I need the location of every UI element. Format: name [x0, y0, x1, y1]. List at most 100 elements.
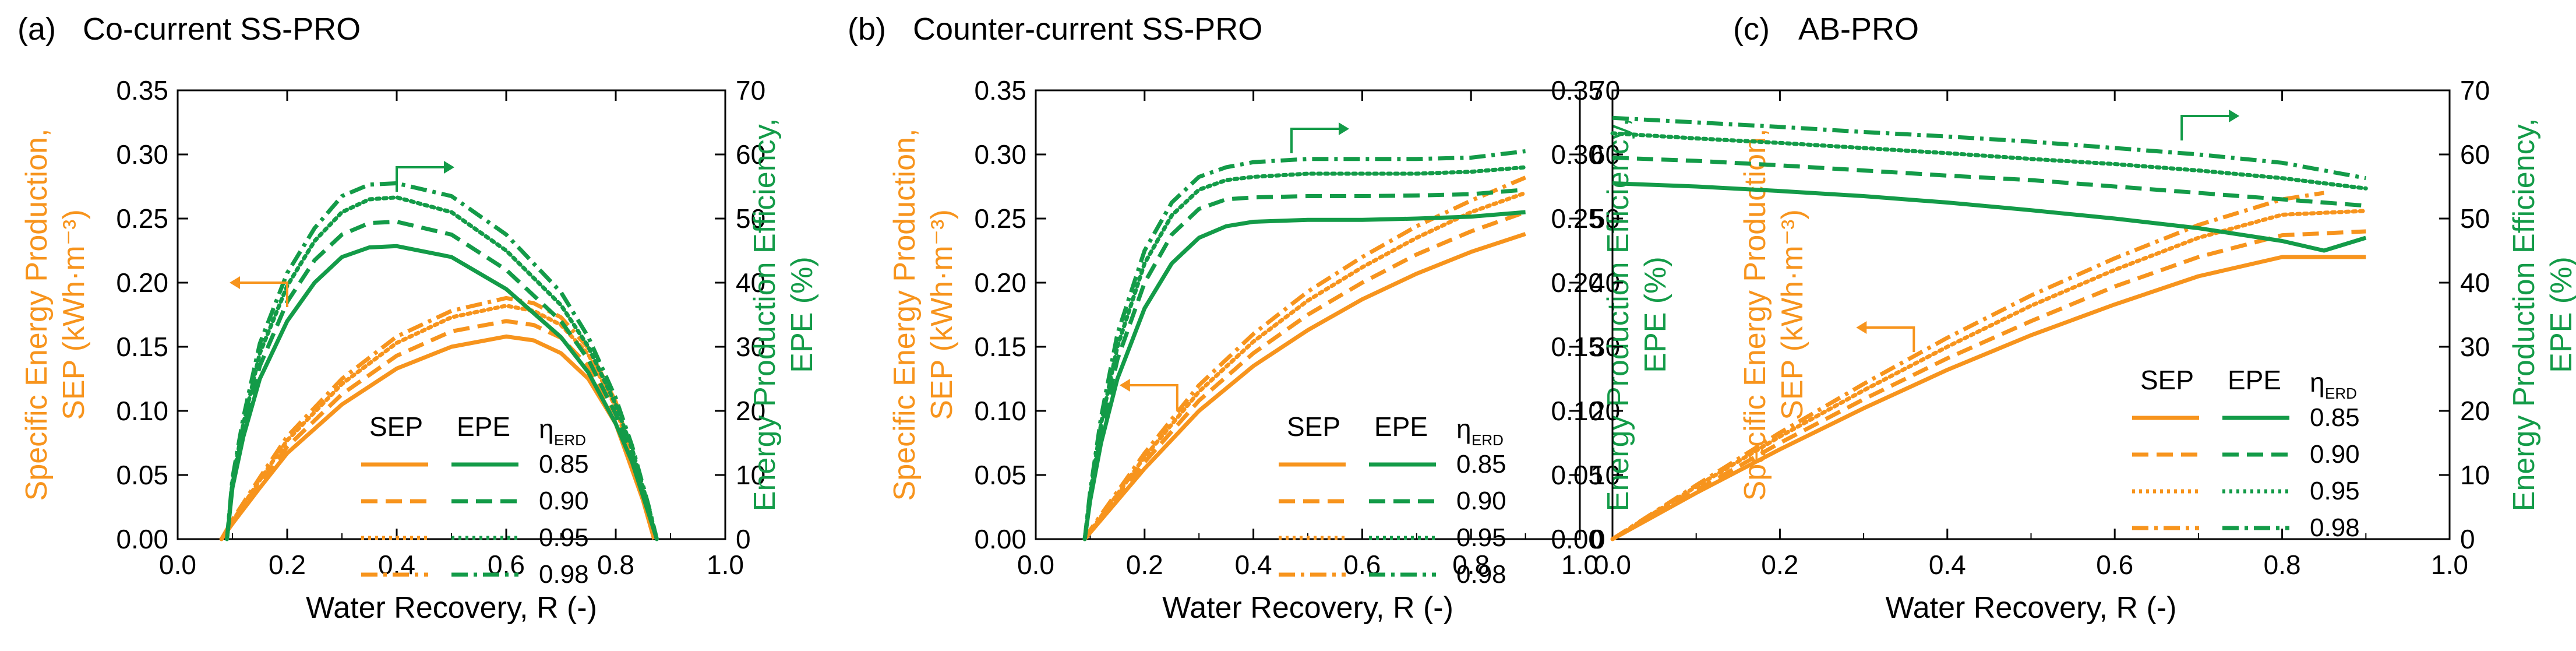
legend-sep-header: SEP: [2140, 365, 2194, 395]
x-tick-label: 0.8: [1452, 550, 1490, 580]
series-line-sep-3: [1083, 175, 1526, 540]
y-left-tick-label: 0.10: [1551, 396, 1603, 426]
legend-eta-value: 0.98: [2310, 513, 2360, 542]
series-line-sep-0: [1611, 255, 2366, 541]
series-line-epe-5: [225, 220, 659, 540]
legend-eta-value: 0.85: [2310, 403, 2360, 432]
x-tick-label: 1.0: [1561, 550, 1598, 580]
series-line-epe-4: [1082, 210, 1526, 540]
y-right-label-line1: Energy Production Efficiency,: [748, 118, 782, 511]
x-tick-label: 0.4: [1929, 550, 1966, 580]
series-line-sep-3: [220, 295, 657, 540]
series-line-epe-5: [1612, 156, 2366, 208]
y-right-tick-label: 40: [2460, 268, 2490, 298]
y-right-tick-label: 0: [2460, 524, 2475, 554]
series-line-sep-3: [1611, 191, 2324, 541]
legend-eta-value: 0.98: [539, 560, 589, 589]
y-right-tick-label: 50: [736, 203, 765, 234]
y-left-label-line1: Specific Energy Production,: [20, 129, 54, 501]
arrow-head-right: [444, 161, 454, 174]
series-line-sep-2: [1610, 209, 2368, 541]
x-tick-label: 0.6: [2096, 550, 2133, 580]
y-left-tick-label: 0.30: [116, 139, 168, 170]
y-right-label-line1: Energy Production Efficiency,: [1601, 118, 1635, 511]
arrow-head-right: [2229, 110, 2240, 122]
series-line-sep-1: [1611, 229, 2366, 541]
legend-eta-value: 0.90: [1456, 487, 1506, 515]
legend-eta-value: 0.85: [1456, 450, 1506, 478]
y-right-tick-label: 40: [736, 268, 765, 298]
y-left-label: Specific Energy Production, SEP (kWh·m⁻³): [20, 129, 91, 501]
x-tick-label: 0.8: [597, 550, 634, 580]
x-tick-label: 0.4: [1235, 550, 1272, 580]
arrow-head-left: [1856, 321, 1867, 334]
y-right-label-line2: EPE (%): [785, 256, 819, 372]
legend-eta-value: 0.90: [539, 487, 589, 515]
x-tick-label: 0.2: [1761, 550, 1798, 580]
y-right-tick-label: 30: [736, 332, 765, 362]
legend-epe-header: EPE: [457, 411, 510, 442]
legend-eta-value: 0.90: [2310, 440, 2360, 469]
y-right-label: Energy Production Efficiency, EPE (%): [748, 118, 819, 511]
y-left-tick-label: 0.20: [116, 268, 168, 298]
annotation-arrow-right: [1290, 128, 1347, 153]
annotation-arrow-right: [2180, 115, 2238, 140]
y-left-tick-label: 0.00: [974, 524, 1026, 554]
legend-eta-subscript: ERD: [2325, 385, 2357, 402]
y-left-tick-label: 0.10: [116, 396, 168, 426]
y-left-tick-label: 0.05: [974, 460, 1026, 490]
x-tick-label: 0.8: [2264, 550, 2301, 580]
chart-title: Counter-current SS-PRO: [913, 12, 1262, 47]
y-left-label-line2: SEP (kWh·m⁻³): [925, 209, 959, 420]
y-left-tick-label: 0.30: [1551, 139, 1603, 170]
y-left-label-line2: SEP (kWh·m⁻³): [57, 209, 91, 420]
y-left-tick-label: 0.15: [1551, 332, 1603, 362]
y-left-tick-label: 0.00: [116, 524, 168, 554]
y-right-tick-label: 70: [736, 75, 765, 105]
legend-eta-symbol: η: [1456, 414, 1472, 444]
y-left-tick-label: 0.35: [974, 75, 1026, 105]
series-line-epe-7: [1612, 115, 2366, 181]
y-left-tick-label: 0.30: [974, 139, 1026, 170]
y-right-tick-label: 50: [2460, 203, 2490, 234]
y-left-tick-label: 0.00: [1551, 524, 1603, 554]
y-left-tick-label: 0.05: [116, 460, 168, 490]
arrow-head-left: [230, 276, 240, 289]
x-axis-label: Water Recovery, R (-): [306, 591, 597, 625]
y-right-tick-label: 70: [2460, 75, 2490, 105]
panel-label: (a): [17, 12, 56, 47]
legend-eta-subscript: ERD: [554, 431, 586, 449]
annotation-arrow-left: [1858, 326, 1915, 352]
y-right-label: Energy Production Efficiency, EPE (%): [2507, 118, 2576, 511]
y-left-tick-label: 0.25: [116, 203, 168, 234]
arrow-head-left: [1119, 379, 1130, 392]
x-axis-label: Water Recovery, R (-): [1886, 591, 2177, 625]
y-right-tick-label: 30: [2460, 332, 2490, 362]
annotation-arrow-left: [1121, 384, 1178, 410]
arrow-head-right: [1338, 122, 1349, 135]
panel-label: (c): [1733, 12, 1770, 47]
y-right-label-line1: Energy Production Efficiency,: [2507, 118, 2541, 511]
x-tick-label: 0.0: [1017, 550, 1054, 580]
y-right-tick-label: 10: [2460, 460, 2490, 490]
y-left-label-line1: Specific Energy Production,: [888, 129, 922, 501]
y-left-tick-label: 0.10: [974, 396, 1026, 426]
series-line-epe-4: [225, 244, 659, 540]
y-right-tick-label: 60: [2460, 139, 2490, 170]
series-line-epe-7: [1082, 149, 1526, 540]
x-tick-label: 1.0: [707, 550, 744, 580]
y-left-label-line2: SEP (kWh·m⁻³): [1776, 209, 1809, 420]
legend-eta-value: 0.95: [2310, 477, 2360, 505]
y-right-tick-label: 20: [736, 396, 765, 426]
x-axis-label: Water Recovery, R (-): [1162, 591, 1453, 625]
series-line-epe-5: [1082, 188, 1526, 540]
y-right-tick-label: 20: [2460, 396, 2490, 426]
chart-title: AB-PRO: [1798, 12, 1919, 47]
y-left-tick-label: 0.15: [116, 332, 168, 362]
